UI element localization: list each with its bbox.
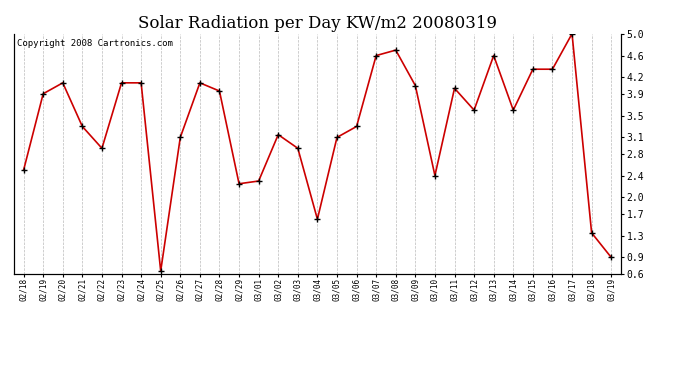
Text: Copyright 2008 Cartronics.com: Copyright 2008 Cartronics.com: [17, 39, 172, 48]
Title: Solar Radiation per Day KW/m2 20080319: Solar Radiation per Day KW/m2 20080319: [138, 15, 497, 32]
